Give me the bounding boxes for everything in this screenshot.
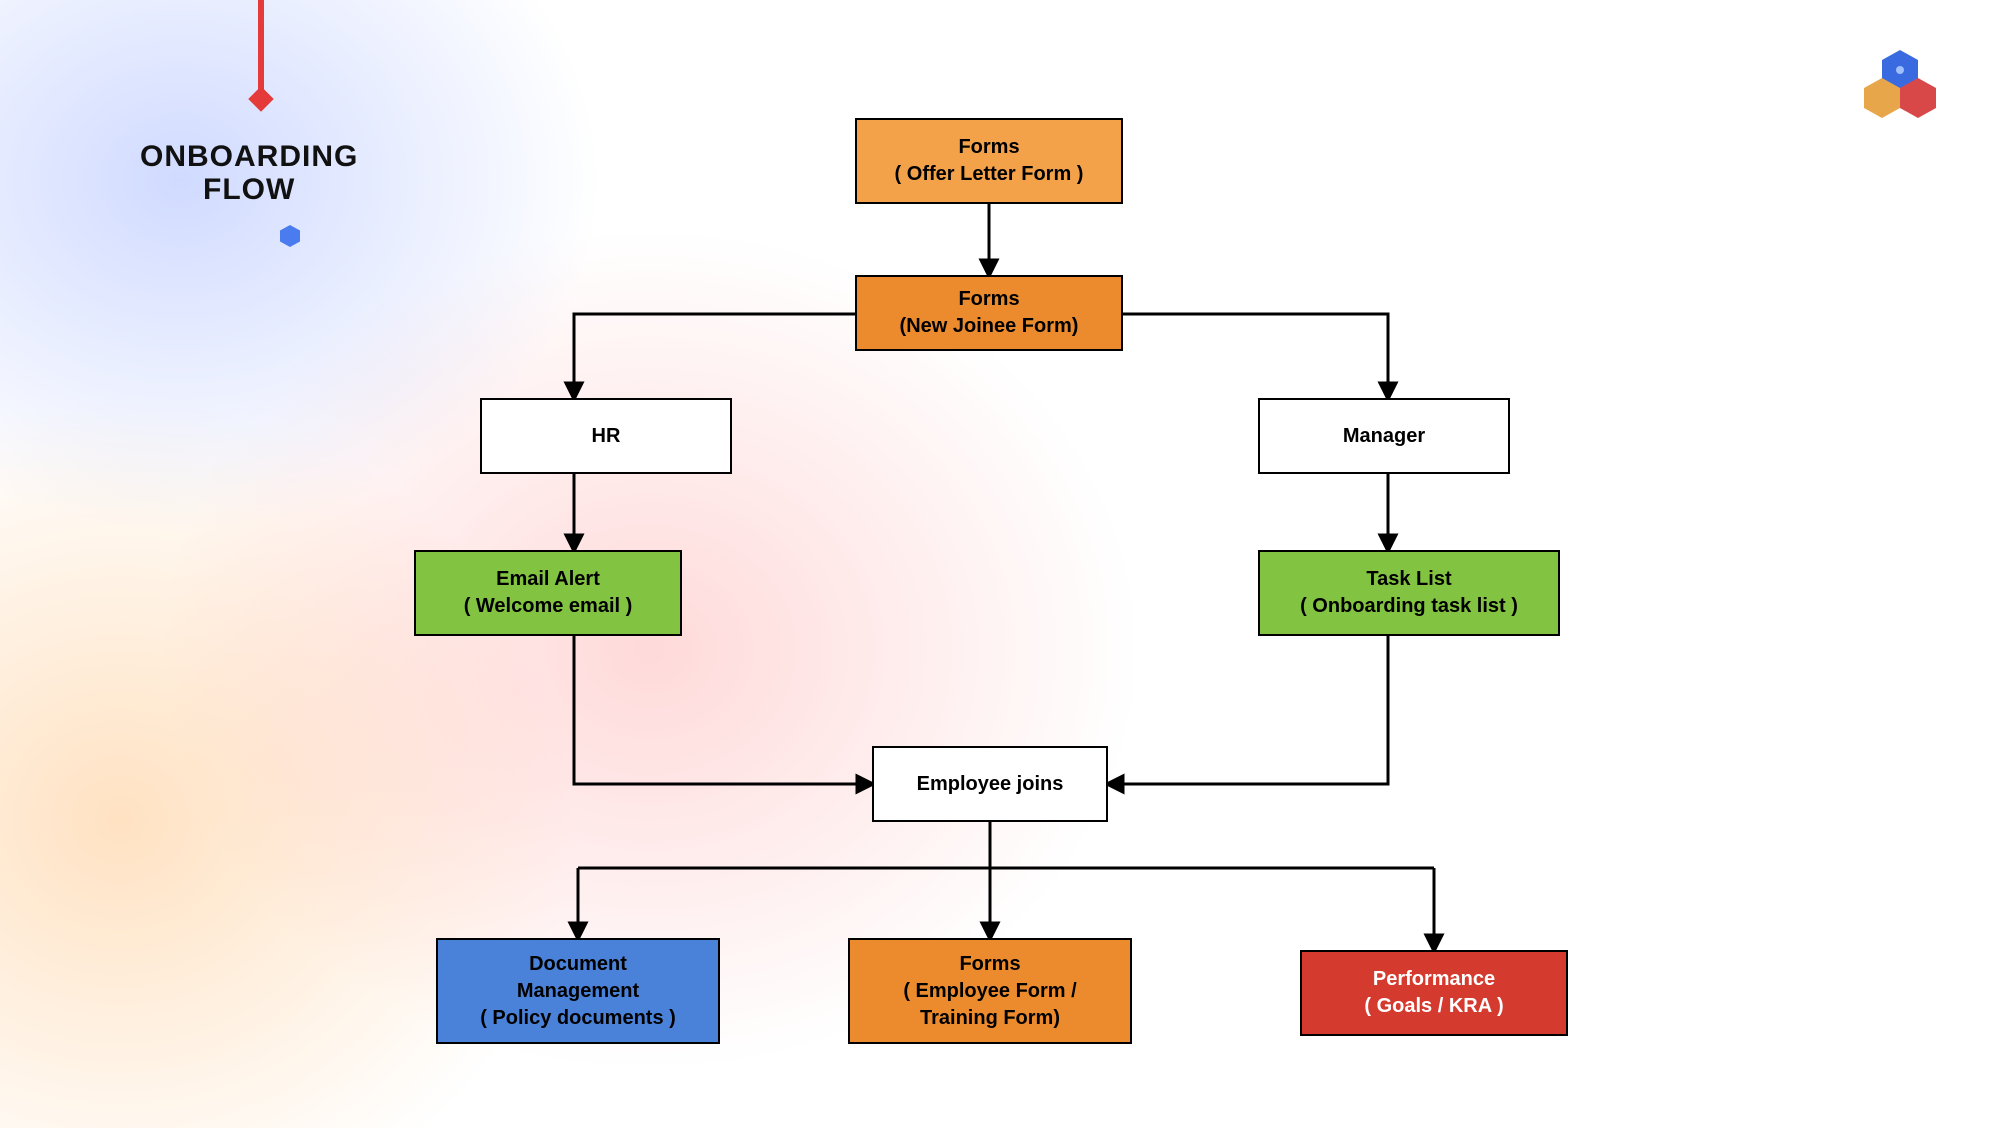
flow-node-label: ( Policy documents ) — [480, 1005, 676, 1032]
flow-node-label: Forms — [958, 134, 1019, 161]
flow-edge — [574, 314, 855, 398]
flow-edge — [1123, 314, 1388, 398]
flow-node-label: (New Joinee Form) — [900, 313, 1079, 340]
flow-node-label: Training Form) — [920, 1005, 1060, 1032]
flow-node-joins: Employee joins — [872, 746, 1108, 822]
flow-edge — [574, 636, 872, 784]
flow-node-label: ( Onboarding task list ) — [1300, 593, 1518, 620]
flow-node-label: Task List — [1366, 566, 1451, 593]
flow-node-label: Email Alert — [496, 566, 600, 593]
flow-node-label: ( Offer Letter Form ) — [895, 161, 1084, 188]
flow-node-label: Employee joins — [917, 771, 1064, 798]
flow-node-email: Email Alert( Welcome email ) — [414, 550, 682, 636]
flow-node-label: Document — [529, 951, 627, 978]
flow-node-label: Forms — [959, 951, 1020, 978]
flow-node-tasks: Task List( Onboarding task list ) — [1258, 550, 1560, 636]
flow-node-label: Manager — [1343, 423, 1425, 450]
flow-node-hr: HR — [480, 398, 732, 474]
flow-edge — [1108, 636, 1388, 784]
flow-node-label: HR — [592, 423, 621, 450]
flow-node-docmgmt: DocumentManagement( Policy documents ) — [436, 938, 720, 1044]
flow-node-joinee: Forms(New Joinee Form) — [855, 275, 1123, 351]
flow-node-label: ( Employee Form / — [903, 978, 1076, 1005]
flow-node-label: ( Goals / KRA ) — [1364, 993, 1503, 1020]
onboarding-flowchart: Forms( Offer Letter Form )Forms(New Join… — [0, 0, 2000, 1128]
flow-node-label: Performance — [1373, 966, 1495, 993]
flow-node-label: ( Welcome email ) — [464, 593, 633, 620]
flow-node-perf: Performance( Goals / KRA ) — [1300, 950, 1568, 1036]
flow-node-label: Forms — [958, 286, 1019, 313]
flow-node-offer: Forms( Offer Letter Form ) — [855, 118, 1123, 204]
flow-node-manager: Manager — [1258, 398, 1510, 474]
flow-node-label: Management — [517, 978, 639, 1005]
flow-node-empform: Forms( Employee Form /Training Form) — [848, 938, 1132, 1044]
